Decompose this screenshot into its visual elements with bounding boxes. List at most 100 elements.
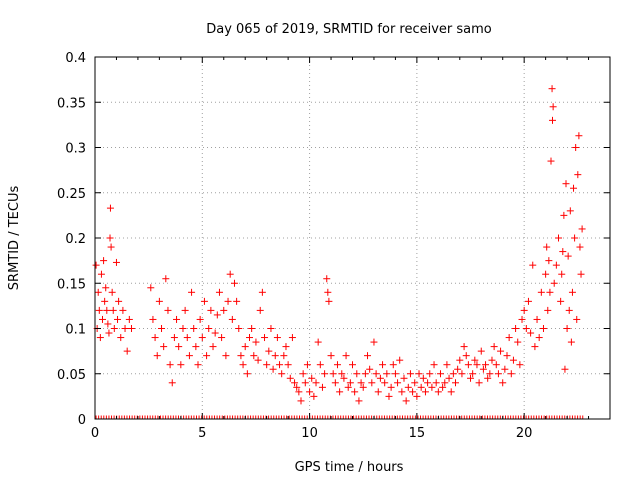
- data-point: [280, 352, 288, 360]
- data-point: [194, 361, 202, 369]
- data-point: [563, 325, 571, 332]
- data-point: [155, 297, 163, 305]
- data-point: [434, 388, 442, 396]
- data-point: [548, 85, 556, 93]
- data-point: [224, 297, 232, 305]
- data-point: [104, 320, 112, 328]
- data-point: [441, 379, 449, 387]
- data-point: [449, 370, 457, 378]
- data-point: [114, 315, 122, 323]
- data-point: [282, 343, 290, 351]
- y-tick-label: 0.1: [65, 323, 86, 338]
- y-tick-label: 0.15: [57, 277, 86, 292]
- data-point: [102, 284, 110, 292]
- data-point: [578, 225, 586, 233]
- data-point: [355, 397, 363, 405]
- data-point: [297, 397, 305, 405]
- data-point: [220, 306, 228, 314]
- data-point: [299, 370, 307, 378]
- y-tick-label: 0.4: [65, 51, 86, 66]
- data-point: [233, 297, 241, 305]
- data-point: [170, 334, 178, 342]
- data-point: [544, 306, 552, 314]
- data-point: [539, 325, 547, 332]
- data-point: [94, 288, 102, 296]
- data-point: [522, 325, 530, 332]
- data-point: [413, 392, 421, 400]
- data-point: [318, 383, 326, 391]
- data-point: [477, 347, 485, 355]
- data-point: [439, 383, 447, 391]
- data-point: [482, 361, 490, 369]
- y-axis-ticks: 0 0.05 0.1 0.15 0.2 0.25 0.3 0.35 0.4: [57, 51, 610, 428]
- data-point: [295, 388, 303, 396]
- data-point: [342, 352, 350, 360]
- data-point: [488, 356, 496, 364]
- data-point: [147, 284, 155, 292]
- data-point: [321, 370, 329, 378]
- data-point: [419, 374, 427, 382]
- data-point: [188, 288, 196, 296]
- data-point: [568, 288, 576, 296]
- data-point: [261, 334, 269, 342]
- data-point: [127, 325, 135, 332]
- data-point: [329, 370, 337, 378]
- grid-lines: [95, 57, 610, 419]
- data-point: [258, 288, 266, 296]
- data-point: [566, 207, 574, 215]
- data-point: [531, 343, 539, 351]
- data-point: [263, 361, 271, 369]
- data-point: [101, 297, 109, 305]
- data-point: [112, 258, 120, 266]
- data-point: [374, 388, 382, 396]
- data-point: [97, 270, 105, 278]
- data-point: [276, 361, 284, 369]
- data-point: [235, 325, 243, 332]
- data-point: [383, 370, 391, 378]
- data-point: [164, 306, 172, 314]
- data-point: [267, 325, 275, 332]
- chart-title: Day 065 of 2019, SRMTID for receiver sam…: [206, 22, 492, 37]
- data-point: [518, 315, 526, 323]
- data-point: [108, 288, 116, 296]
- data-point: [106, 204, 114, 212]
- data-point: [306, 388, 314, 396]
- data-point: [252, 338, 260, 346]
- data-point: [327, 352, 335, 360]
- data-point: [196, 315, 204, 323]
- data-point: [565, 306, 573, 314]
- data-point: [535, 334, 543, 342]
- data-point: [443, 361, 451, 369]
- data-point: [415, 370, 423, 378]
- data-point: [572, 144, 580, 151]
- data-point: [286, 374, 294, 382]
- data-point: [533, 315, 541, 323]
- data-point: [117, 334, 125, 342]
- data-point: [105, 329, 113, 337]
- data-point: [406, 370, 414, 378]
- data-point: [424, 379, 432, 387]
- data-point: [349, 361, 356, 369]
- y-tick-label: 0.25: [57, 187, 86, 202]
- data-point: [514, 338, 522, 346]
- data-point: [561, 365, 569, 373]
- data-point: [222, 352, 230, 360]
- data-point: [361, 370, 369, 378]
- data-point: [409, 388, 417, 396]
- data-point: [324, 288, 332, 296]
- data-point: [497, 347, 505, 355]
- data-point: [239, 361, 247, 369]
- data-point: [175, 343, 183, 351]
- data-point: [543, 243, 551, 251]
- data-point: [211, 329, 219, 337]
- data-point: [417, 383, 425, 391]
- data-point: [162, 275, 170, 283]
- data-point: [173, 315, 181, 323]
- data-point: [368, 379, 376, 387]
- data-points: [92, 85, 586, 405]
- data-point: [237, 352, 245, 360]
- data-point: [288, 334, 296, 342]
- data-point: [564, 252, 572, 260]
- data-point: [95, 306, 103, 314]
- y-tick-label: 0.3: [65, 142, 86, 157]
